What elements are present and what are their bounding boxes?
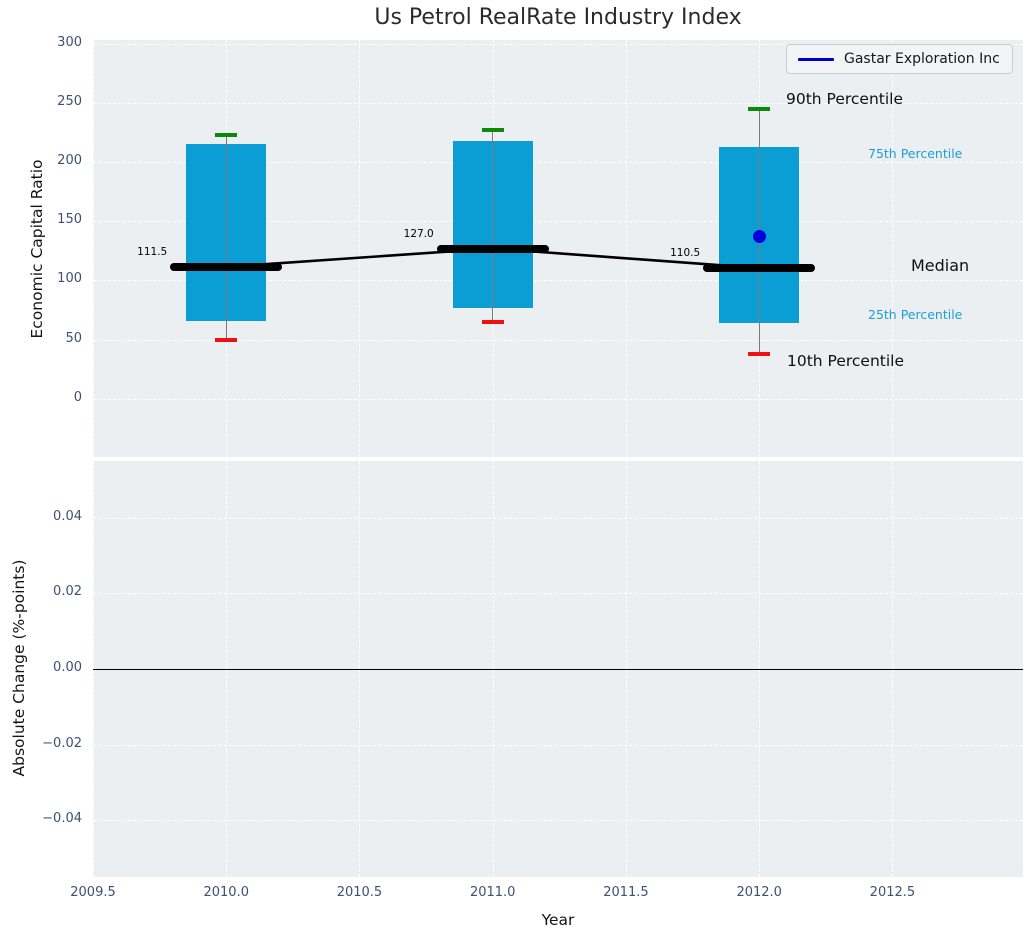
- x-tick-label: 2009.5: [70, 885, 116, 900]
- y-gridline: [93, 339, 1023, 341]
- p90-cap: [481, 128, 504, 133]
- p10-cap: [215, 337, 238, 342]
- p90-cap: [215, 132, 238, 137]
- top-subplot-area: 111.5 127.0 110.5: [93, 40, 1023, 457]
- x-gridline: [359, 40, 361, 457]
- median-bar: [170, 262, 283, 271]
- y-tick-label: 250: [57, 93, 82, 109]
- x-gridline: [625, 40, 627, 457]
- y-gridline: [93, 593, 1023, 595]
- legend-series-label: Gastar Exploration Inc: [844, 51, 1000, 67]
- legend-line-swatch: [798, 57, 834, 61]
- chart-title: Us Petrol RealRate Industry Index: [374, 5, 742, 30]
- y-gridline: [93, 162, 1023, 164]
- zero-line: [93, 669, 1023, 670]
- y-gridline: [93, 43, 1023, 45]
- y-tick-label: 0: [73, 389, 82, 405]
- x-tick-label: 2011.5: [603, 885, 649, 900]
- p10-cap: [481, 319, 504, 324]
- whisker-line: [492, 130, 494, 322]
- y-tick-label: 0.00: [53, 660, 82, 675]
- y-gridline: [93, 102, 1023, 104]
- median-value-annotation: 110.5: [670, 247, 701, 260]
- y-tick-label: 0.04: [53, 508, 82, 524]
- y-tick-label: 0.02: [53, 584, 82, 600]
- p25-percentile-label: 25th Percentile: [868, 307, 963, 322]
- median-value-annotation: 111.5: [137, 245, 168, 258]
- p10-percentile-label: 10th Percentile: [787, 352, 905, 370]
- x-tick-label: 2012.0: [736, 885, 782, 900]
- y-gridline: [93, 820, 1023, 822]
- bottom-subplot-area: [93, 461, 1023, 877]
- x-gridline: [892, 40, 894, 457]
- y-tick-label: 50: [65, 330, 82, 346]
- y-tick-label: 200: [57, 153, 82, 169]
- y-tick-label: 150: [57, 212, 82, 228]
- x-tick-label: 2012.5: [869, 885, 916, 900]
- x-tick-label: 2010.0: [203, 885, 249, 900]
- median-bar: [436, 244, 549, 253]
- median-bar: [703, 264, 816, 273]
- y-gridline: [93, 221, 1023, 223]
- median-value-annotation: 127.0: [403, 227, 434, 240]
- y-tick-label: 300: [57, 34, 82, 50]
- whisker-line: [225, 134, 227, 340]
- y-gridline: [93, 280, 1023, 282]
- y-gridline: [93, 744, 1023, 746]
- y-tick-label: 100: [57, 271, 82, 287]
- p90-percentile-label: 90th Percentile: [786, 90, 904, 108]
- x-tick-label: 2011.0: [469, 885, 516, 900]
- top-y-axis-label: Economic Capital Ratio: [28, 159, 46, 339]
- p10-cap: [748, 351, 771, 356]
- y-tick-label: −0.02: [42, 735, 82, 751]
- p90-cap: [748, 106, 771, 111]
- x-axis-label: Year: [541, 911, 575, 929]
- y-gridline: [93, 517, 1023, 519]
- y-gridline: [93, 398, 1023, 400]
- x-tick-label: 2010.5: [336, 885, 383, 900]
- p75-percentile-label: 75th Percentile: [868, 146, 963, 161]
- x-gridline: [93, 40, 94, 457]
- legend: Gastar Exploration Inc: [786, 44, 1013, 74]
- y-tick-label: −0.04: [42, 811, 82, 827]
- median-label: Median: [911, 256, 970, 275]
- company-point: [752, 230, 766, 244]
